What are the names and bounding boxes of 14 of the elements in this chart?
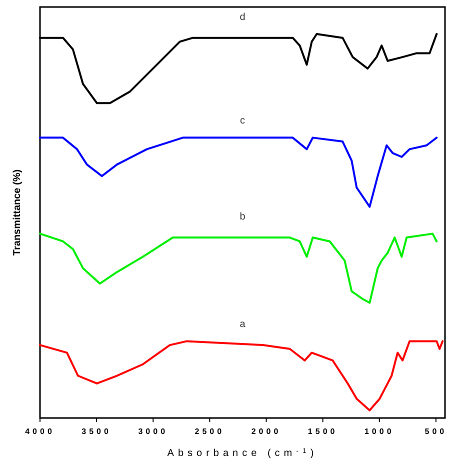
x-tick-label: 1500: [308, 427, 338, 436]
series-label: c: [240, 116, 245, 127]
x-tick-label: 2000: [251, 427, 282, 436]
x-axis-title: Absorbance (cm$^{-1}$): [167, 448, 318, 459]
x-tick-label: 500: [424, 427, 448, 436]
x-tick-label: 3500: [82, 427, 112, 436]
series-label: b: [240, 212, 246, 223]
series-label: d: [240, 12, 246, 23]
x-tick-label: 4000: [25, 427, 55, 436]
series-label: a: [240, 319, 246, 330]
x-tick-label: 2500: [194, 427, 225, 436]
x-tick-label: 1000: [364, 427, 394, 436]
x-tick-label: 3000: [138, 427, 168, 436]
y-axis-title: Transmittance (%): [12, 169, 23, 256]
